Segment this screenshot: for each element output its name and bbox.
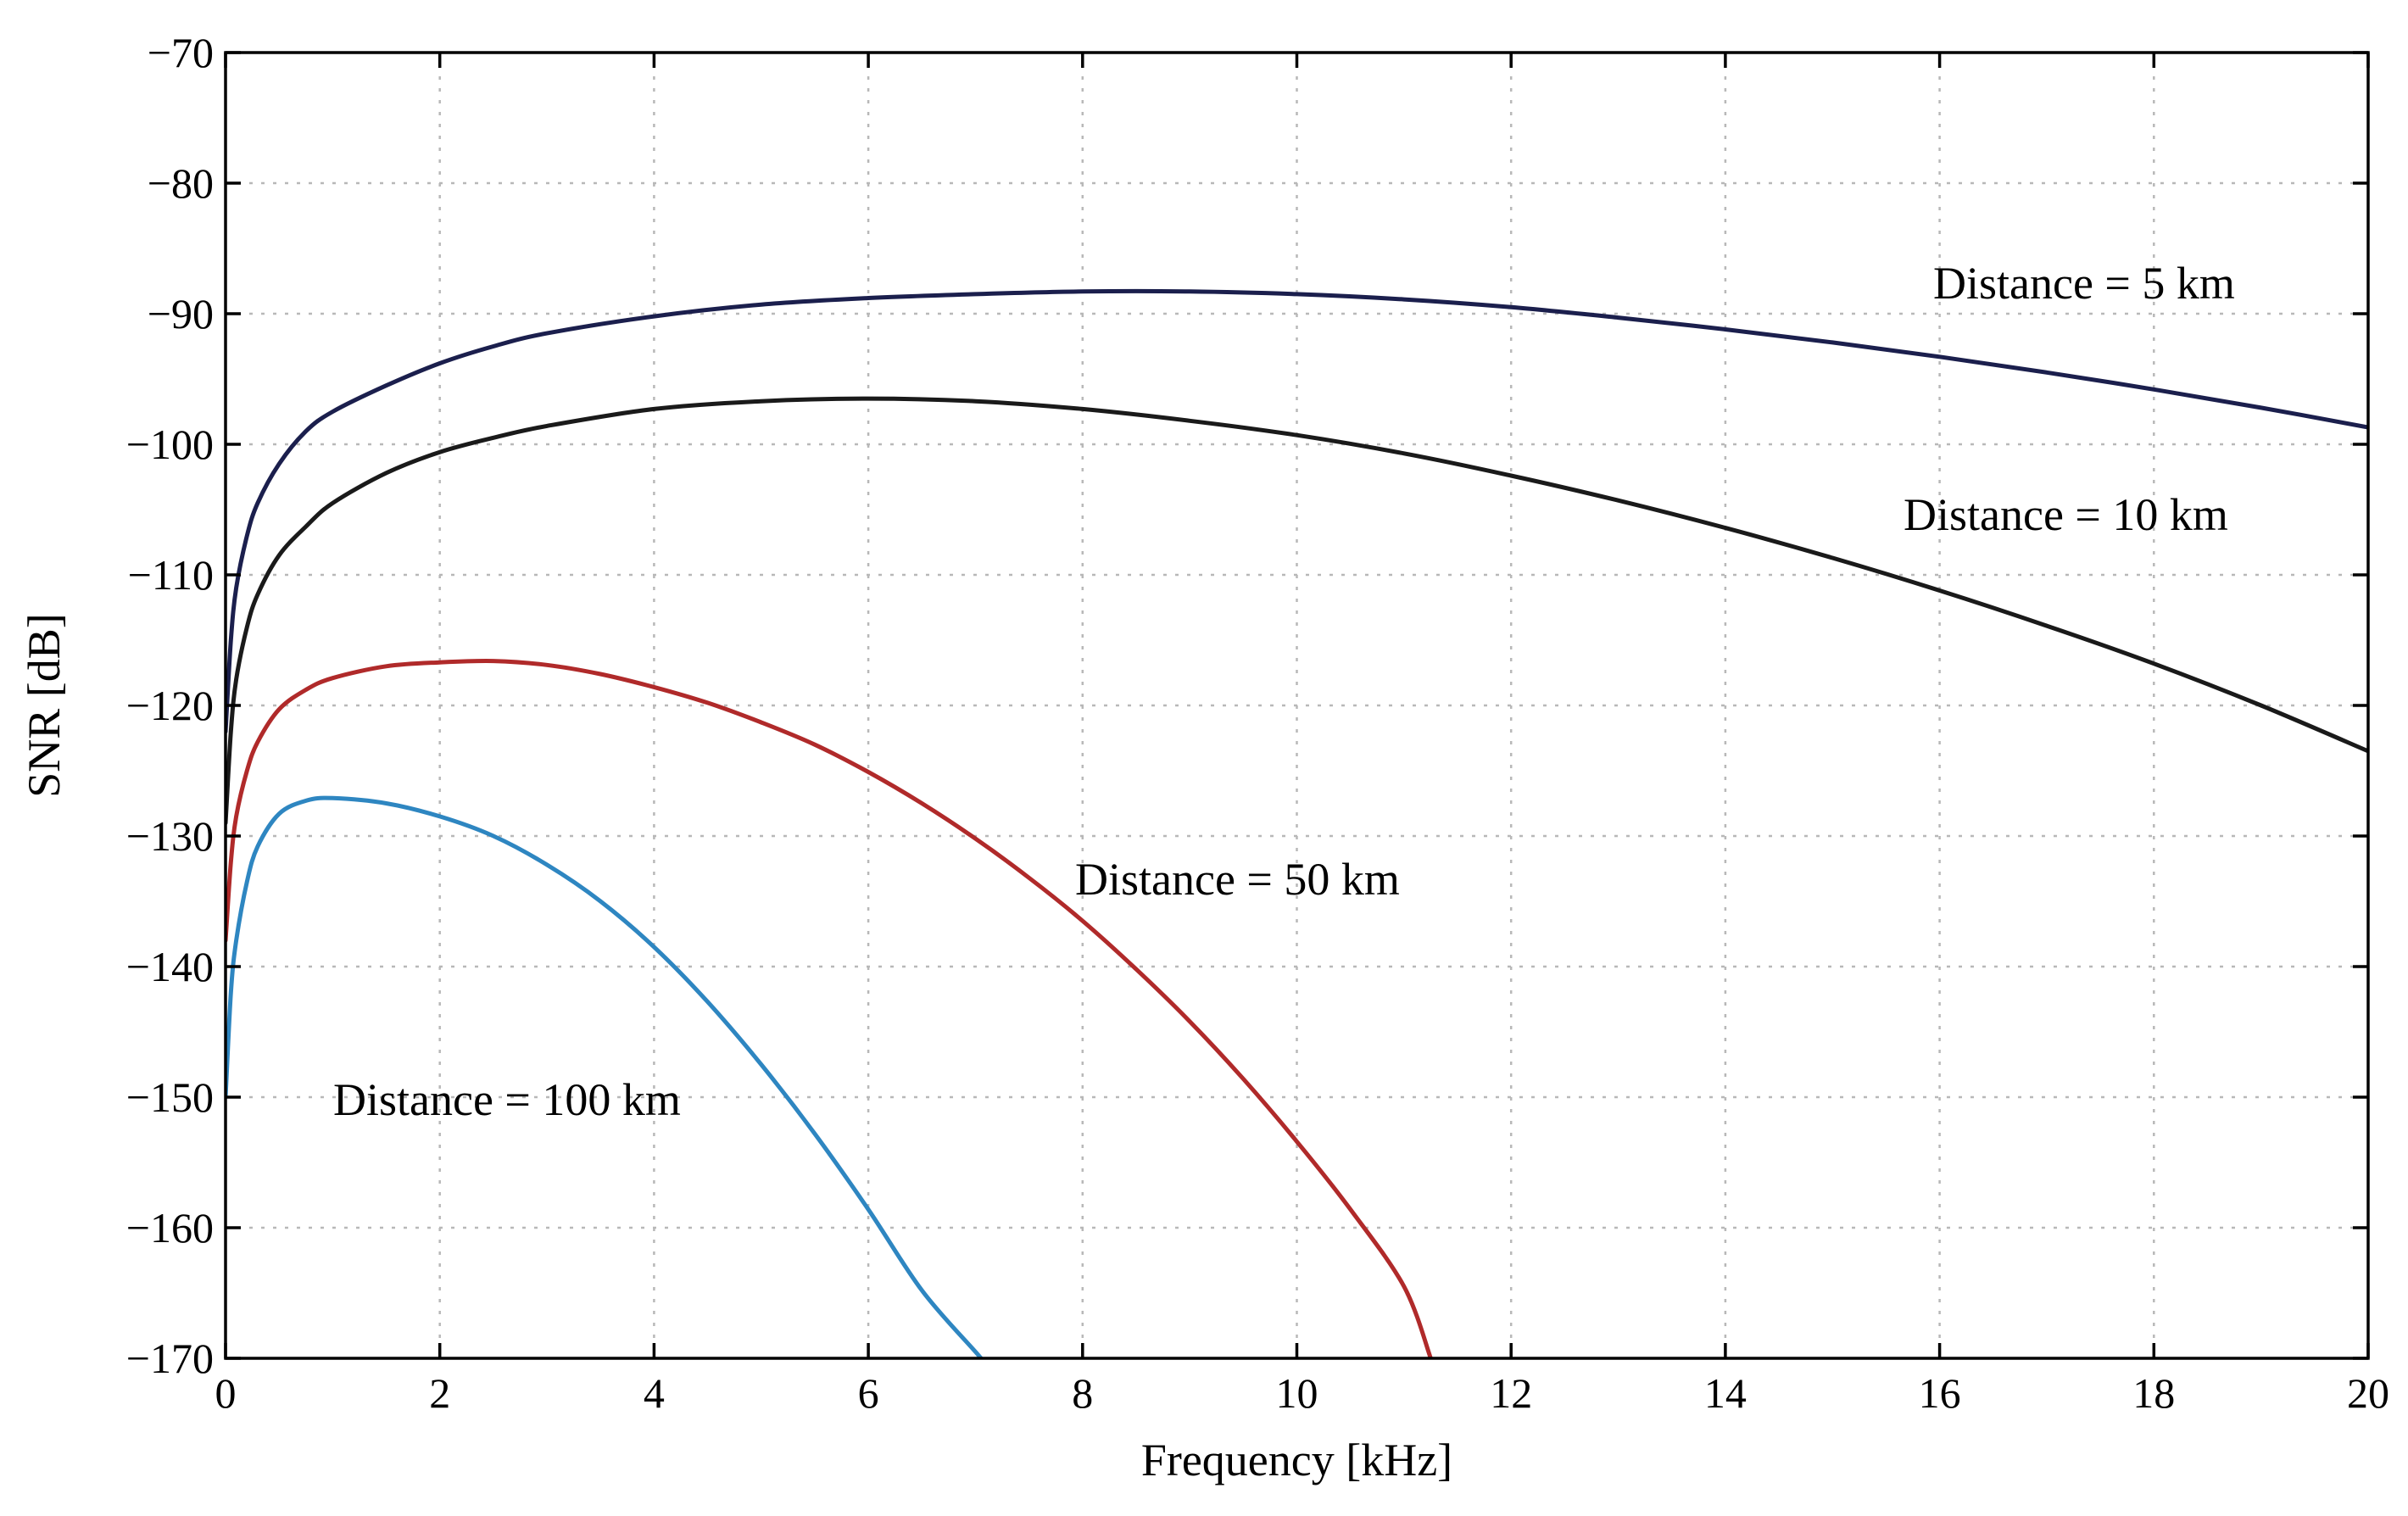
x-tick-label: 18	[2132, 1369, 2175, 1417]
x-tick-label: 0	[215, 1369, 237, 1417]
y-tick-label: −110	[128, 551, 214, 599]
y-tick-label: −150	[126, 1073, 214, 1121]
x-tick-label: 10	[1276, 1369, 1318, 1417]
x-tick-label: 16	[1919, 1369, 1961, 1417]
y-tick-labels: −70 −80 −90 −100 −110 −120 −130 −140 −150 −160 −17…	[126, 29, 214, 1382]
y-tick-label: −140	[126, 943, 214, 990]
series-line-distance-100-km	[226, 795, 984, 1358]
x-tick-label: 12	[1490, 1369, 1532, 1417]
grid	[226, 53, 2368, 1358]
annotation-distance-100km: Distance = 100 km	[333, 1074, 681, 1125]
x-tick-label: 20	[2347, 1369, 2389, 1417]
annotation-distance-50km: Distance = 50 km	[1075, 854, 1400, 905]
y-tick-label: −120	[126, 682, 214, 729]
y-tick-label: −130	[126, 812, 214, 860]
y-tick-label: −100	[126, 421, 214, 468]
series-line-distance-10-km	[226, 396, 2368, 826]
annotation-distance-10km: Distance = 10 km	[1904, 489, 2228, 540]
y-tick-label: −90	[148, 290, 214, 337]
y-tick-label: −80	[148, 159, 214, 207]
x-tick-label: 8	[1072, 1369, 1093, 1417]
x-tick-labels: 0 2 4 6 8 10 12 14 16 18 20	[215, 1369, 2390, 1417]
y-axis-title: SNR [dB]	[19, 613, 70, 798]
x-tick-label: 6	[858, 1369, 879, 1417]
series-layer	[226, 288, 2368, 1358]
axis-ticks	[224, 51, 2370, 1360]
x-tick-label: 4	[644, 1369, 665, 1417]
y-tick-label: −170	[126, 1335, 214, 1382]
annotation-distance-5km: Distance = 5 km	[1933, 258, 2235, 309]
x-tick-label: 2	[429, 1369, 450, 1417]
x-tick-label: 14	[1704, 1369, 1747, 1417]
y-tick-label: −70	[148, 29, 214, 76]
series-line-distance-5-km	[226, 288, 2368, 734]
y-tick-label: −160	[126, 1204, 214, 1251]
series-line-distance-50-km	[226, 658, 1433, 1358]
x-axis-title: Frequency [kHz]	[1141, 1435, 1452, 1485]
